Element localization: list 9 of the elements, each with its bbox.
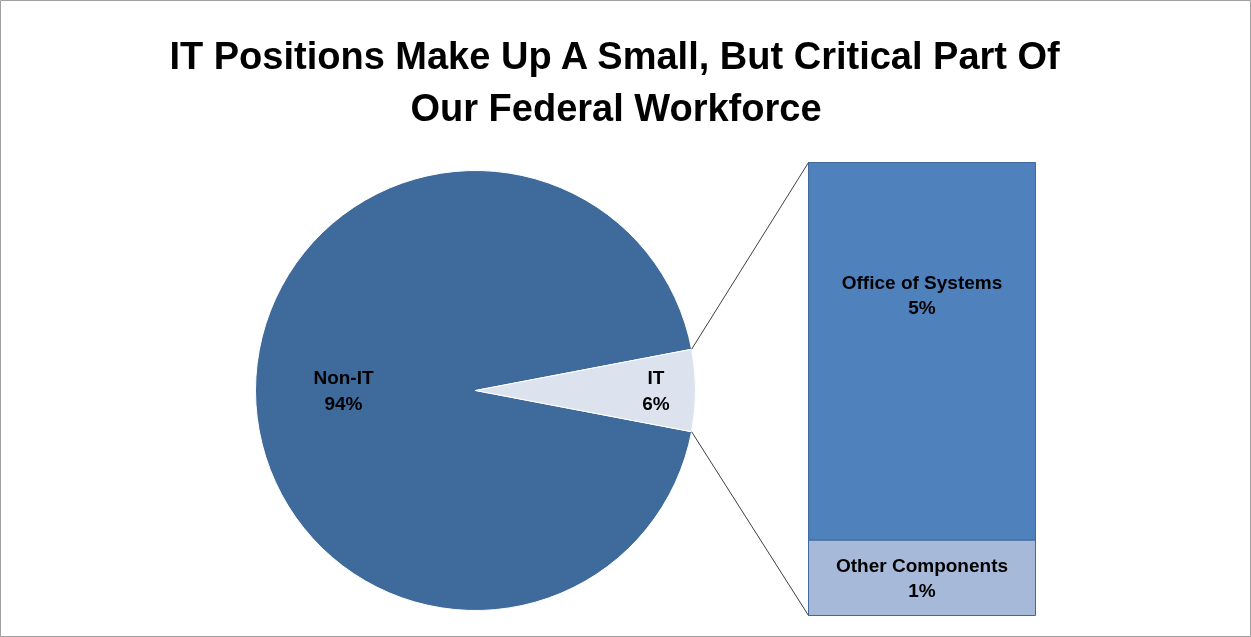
data-label: 1% [908,579,936,601]
series-label: Office of Systems [841,271,1003,293]
slice-label: Non-IT [313,367,374,389]
chart-title: IT Positions Make Up A Small, But Critical Part Of Our Federal Workforce [169,34,1061,129]
data-label: 5% [908,296,936,318]
data-label: 6% [642,392,670,414]
slice-label: IT [647,367,665,389]
data-label: 94% [324,392,363,414]
series-label: Other Components [835,554,1009,576]
